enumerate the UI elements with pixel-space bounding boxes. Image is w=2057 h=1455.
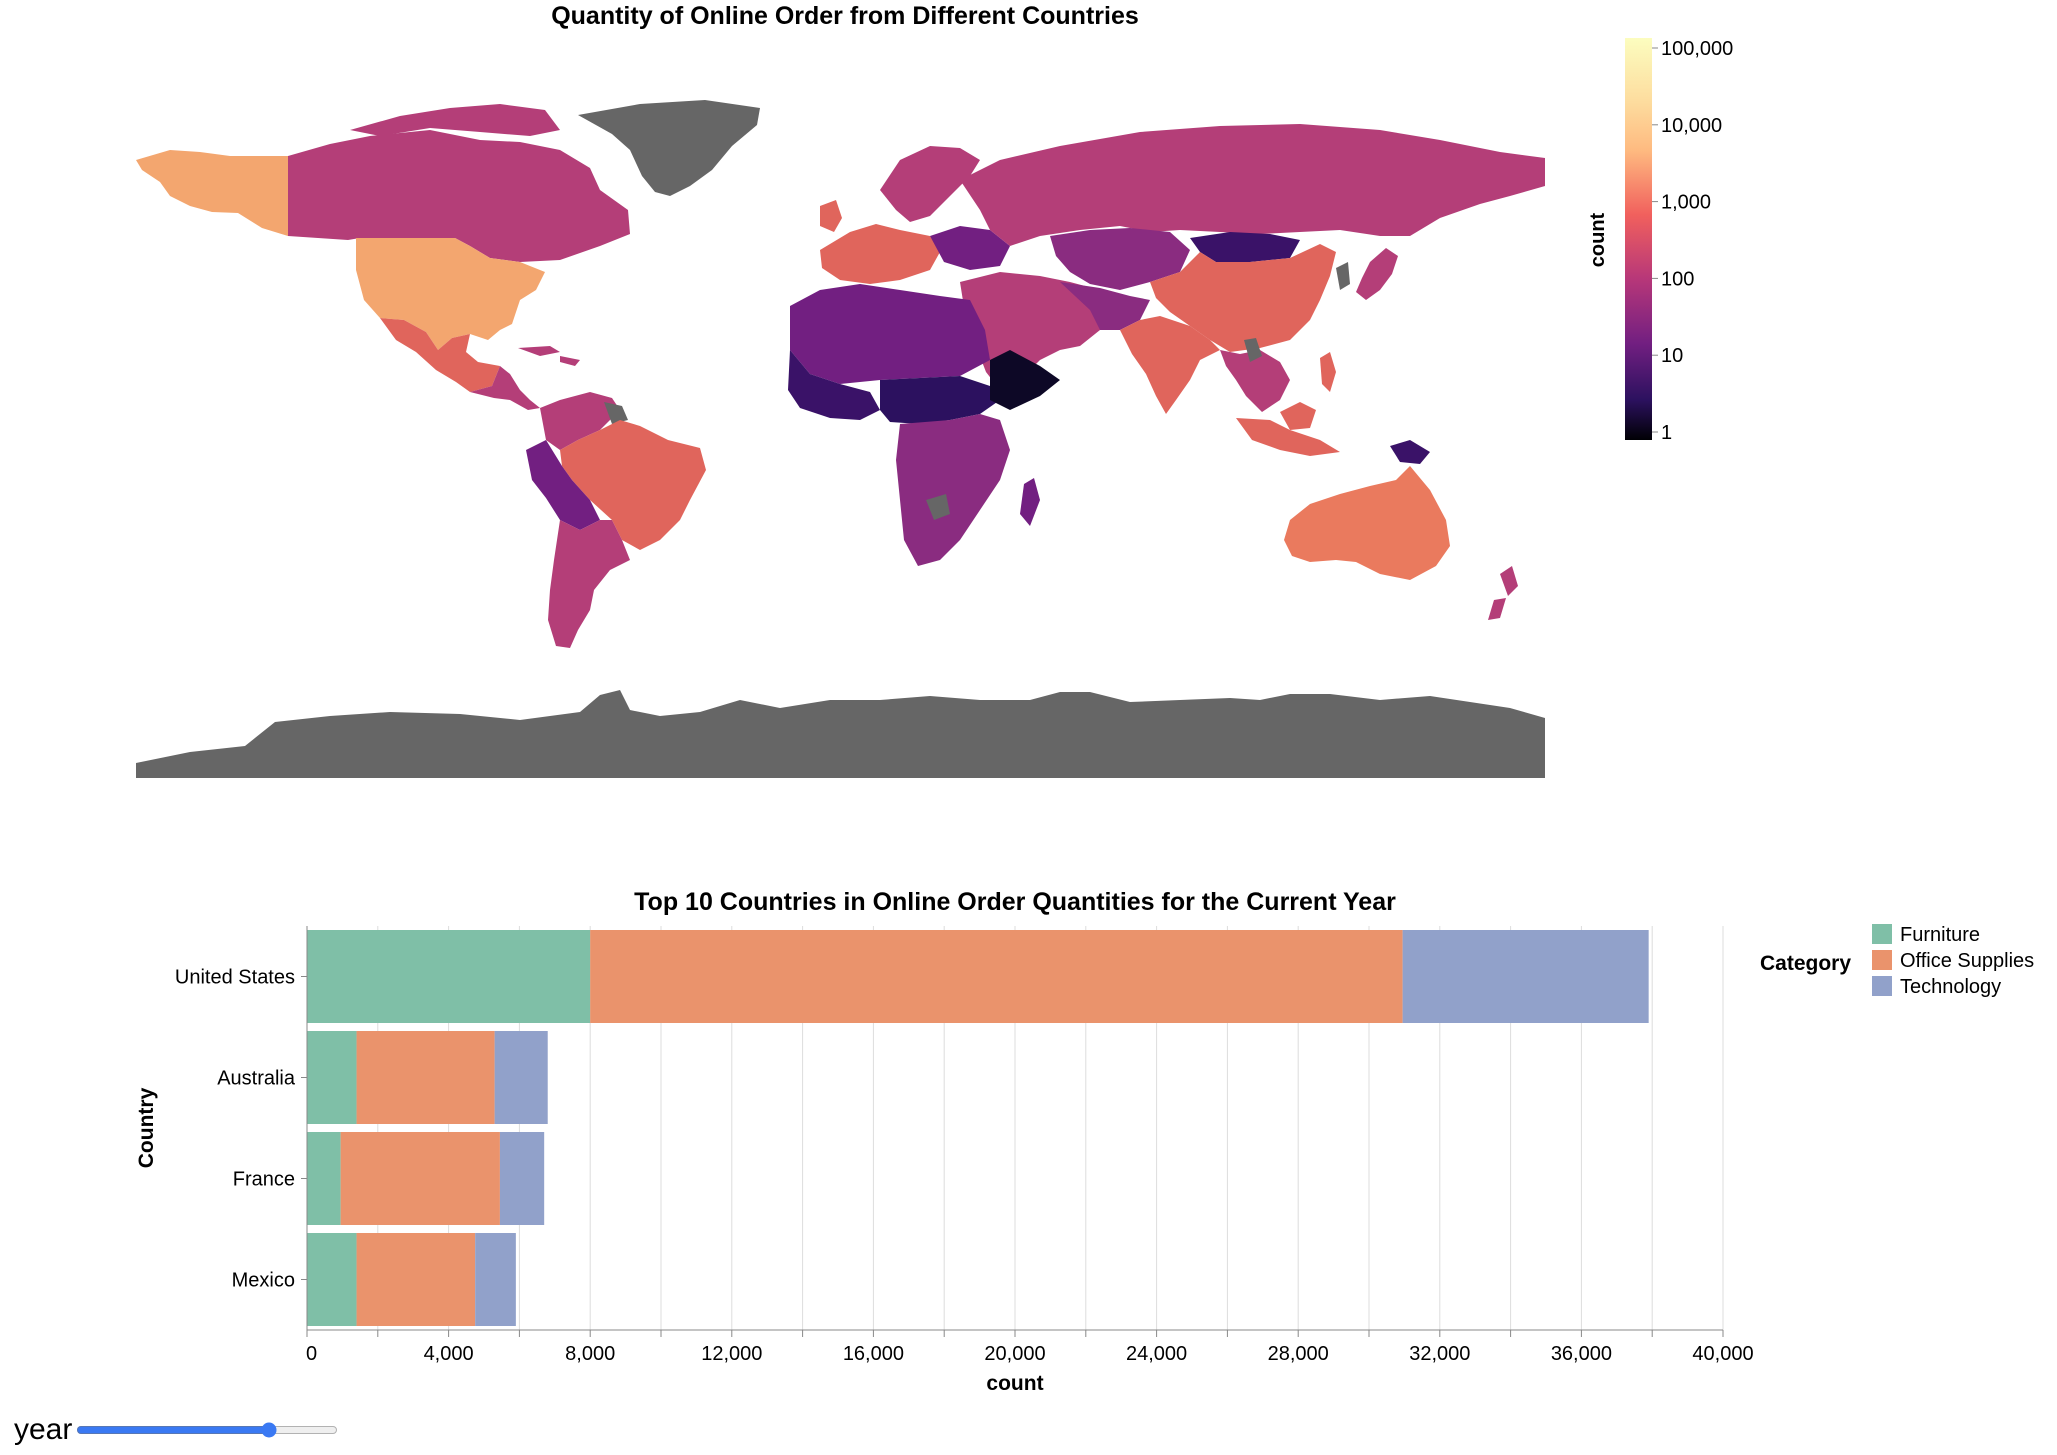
region-philippines <box>1320 352 1336 392</box>
bar-segment-technology <box>475 1233 516 1326</box>
legend-label: Office Supplies <box>1900 950 2034 972</box>
year-label: year <box>14 1413 73 1446</box>
x-tick-label: 28,000 <box>1268 1343 1329 1365</box>
color-legend: count 100,000 10,000 1,000 100 10 1 <box>1587 38 1733 444</box>
color-legend-tick-label: 10,000 <box>1661 115 1722 137</box>
region-guianas <box>604 402 628 424</box>
legend-label: Technology <box>1900 976 2001 998</box>
country-japan <box>1356 248 1398 300</box>
country-russia <box>960 124 1545 246</box>
region-western-europe <box>820 224 940 284</box>
region-west-africa <box>788 350 880 420</box>
color-legend-tick-label: 100 <box>1661 268 1694 290</box>
country-korea <box>1336 262 1350 290</box>
region-peru-bolivia <box>526 440 600 530</box>
region-borneo <box>1280 402 1316 430</box>
x-axis-label: count <box>986 1372 1043 1395</box>
region-southern-africa <box>896 414 1010 566</box>
country-china <box>1150 244 1336 352</box>
bar-segment-furniture <box>307 930 591 1023</box>
legend-label: Furniture <box>1900 924 1980 946</box>
region-central-america <box>470 366 540 410</box>
y-axis-label: Country <box>135 1087 158 1168</box>
region-uk <box>820 200 842 232</box>
bar-segment-office-supplies <box>590 930 1403 1023</box>
color-legend-tick-label: 1 <box>1661 422 1672 444</box>
country-canada-islands <box>350 104 560 136</box>
legend-swatch <box>1872 950 1892 970</box>
x-tick-label: 12,000 <box>701 1343 762 1365</box>
country-us <box>356 238 545 350</box>
bar-segment-technology <box>499 1132 545 1225</box>
color-legend-tick-label: 100,000 <box>1661 38 1733 60</box>
region-caribbean <box>518 346 580 366</box>
year-slider[interactable] <box>76 1422 339 1438</box>
x-tick-label: 16,000 <box>843 1343 904 1365</box>
map-land <box>136 100 1545 778</box>
region-eastern-europe <box>930 226 1010 270</box>
x-tick-label: 8,000 <box>565 1343 615 1365</box>
region-southeast-asia <box>1220 350 1290 412</box>
country-new-zealand <box>1488 566 1518 620</box>
region-north-africa <box>790 284 990 384</box>
color-legend-tick-label: 1,000 <box>1661 192 1711 214</box>
region-central-africa <box>880 376 1000 424</box>
legend-swatch <box>1872 976 1892 996</box>
y-tick-label: Mexico <box>232 1270 295 1292</box>
color-legend-tick-label: 10 <box>1661 345 1683 367</box>
country-mongolia <box>1190 232 1300 262</box>
bar-segment-office-supplies <box>356 1031 495 1124</box>
bar-segment-furniture <box>307 1031 357 1124</box>
country-madagascar <box>1020 478 1040 526</box>
country-antarctica <box>136 690 1545 778</box>
country-us-alaska <box>136 150 288 236</box>
bar-segment-technology <box>494 1031 548 1124</box>
bar-chart-title: Top 10 Countries in Online Order Quantit… <box>634 888 1396 916</box>
x-tick-label: 36,000 <box>1551 1343 1612 1365</box>
country-greenland <box>578 100 760 196</box>
bar-segment-furniture <box>307 1233 357 1326</box>
country-papua-new-guinea <box>1390 440 1430 464</box>
bar-segment-office-supplies <box>356 1233 476 1326</box>
country-india <box>1120 316 1220 414</box>
bar-chart-gridlines <box>306 926 1724 1330</box>
category-legend: Furniture Office Supplies Technology <box>1872 924 2034 998</box>
region-laos-patch <box>1244 338 1262 362</box>
color-legend-title: count <box>1587 212 1609 267</box>
y-tick-label: United States <box>175 967 295 989</box>
y-tick-label: Australia <box>217 1068 296 1090</box>
bar-chart-marks <box>307 930 1649 1326</box>
bar-segment-office-supplies <box>340 1132 500 1225</box>
x-tick-label: 40,000 <box>1692 1343 1753 1365</box>
map-title: Quantity of Online Order from Different … <box>551 2 1139 30</box>
region-central-asia <box>1050 228 1190 290</box>
y-tick-label: France <box>233 1169 295 1191</box>
x-tick-label: 0 <box>306 1343 317 1365</box>
bar-chart-axes: United States Australia France Mexico 0 4,000… <box>175 926 1754 1365</box>
country-australia <box>1284 466 1450 580</box>
region-scandinavia <box>880 146 980 222</box>
x-tick-label: 32,000 <box>1409 1343 1470 1365</box>
bar-segment-technology <box>1402 930 1649 1023</box>
region-iran <box>1060 282 1150 330</box>
region-botswana-patch <box>926 494 950 520</box>
bar-segment-furniture <box>307 1132 341 1225</box>
country-mexico <box>380 318 500 392</box>
country-canada <box>288 130 630 262</box>
x-tick-label: 20,000 <box>984 1343 1045 1365</box>
country-brazil <box>560 420 706 550</box>
color-legend-gradient <box>1625 38 1652 440</box>
region-indonesia <box>1236 418 1340 456</box>
region-horn-of-africa <box>990 350 1060 410</box>
x-tick-label: 4,000 <box>424 1343 474 1365</box>
legend-title: Category <box>1760 952 1851 975</box>
world-choropleth-map: Quantity of Online Order from Different … <box>136 2 1733 778</box>
region-north-south-america <box>540 392 620 450</box>
region-southern-cone <box>548 520 630 648</box>
x-tick-label: 24,000 <box>1126 1343 1187 1365</box>
year-control: year <box>14 1410 339 1450</box>
legend-swatch <box>1872 924 1892 944</box>
